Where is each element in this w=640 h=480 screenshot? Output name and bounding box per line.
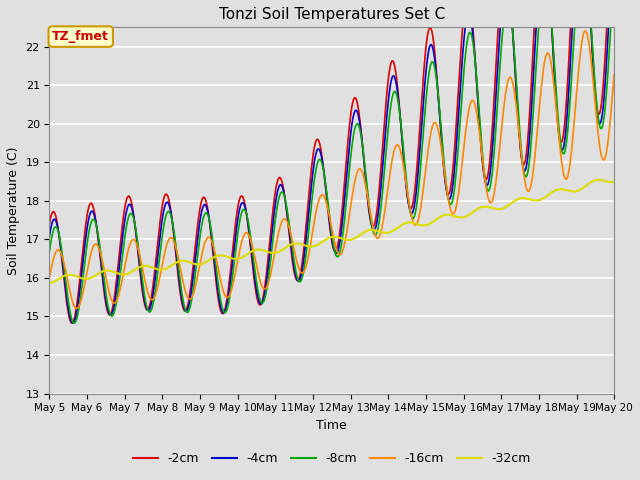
Legend: -2cm, -4cm, -8cm, -16cm, -32cm: -2cm, -4cm, -8cm, -16cm, -32cm <box>127 447 536 470</box>
Y-axis label: Soil Temperature (C): Soil Temperature (C) <box>7 146 20 275</box>
Text: TZ_fmet: TZ_fmet <box>52 30 109 43</box>
X-axis label: Time: Time <box>316 419 348 432</box>
Title: Tonzi Soil Temperatures Set C: Tonzi Soil Temperatures Set C <box>219 7 445 22</box>
